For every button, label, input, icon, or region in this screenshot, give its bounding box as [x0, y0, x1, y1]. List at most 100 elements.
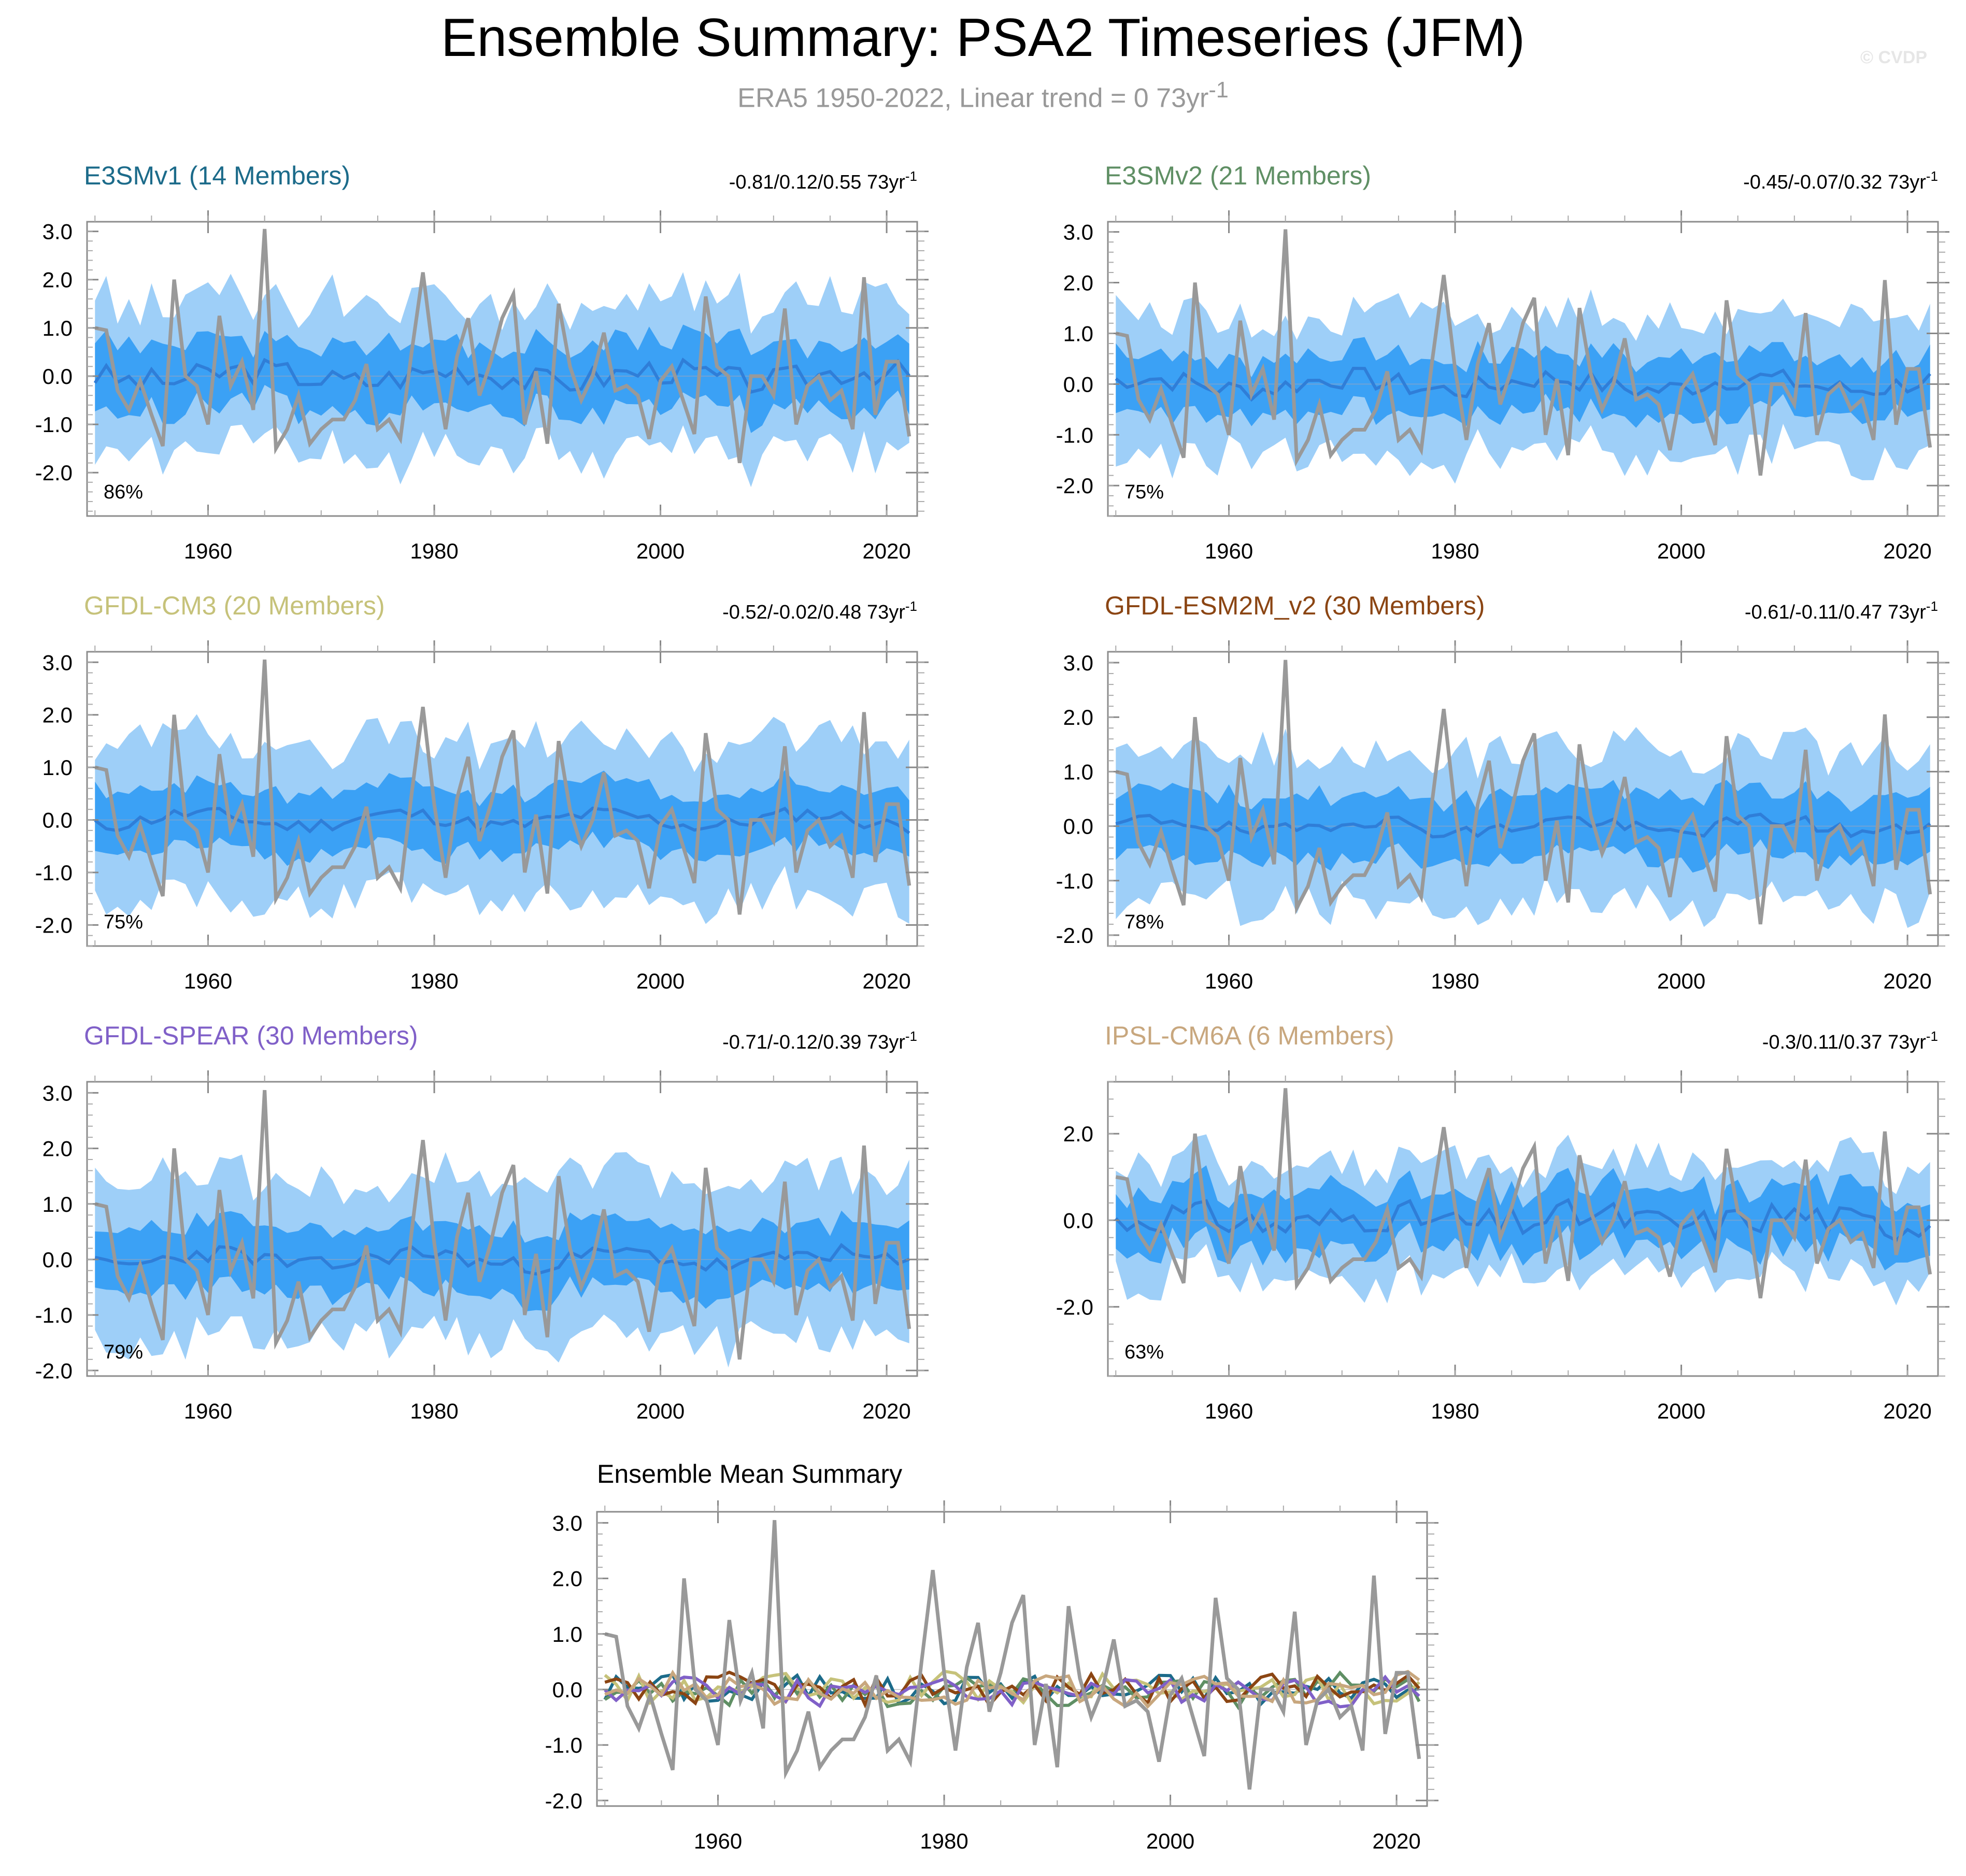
- x-tick-label: 1960: [1205, 539, 1253, 563]
- y-tick-label: 0.0: [1063, 1208, 1093, 1233]
- y-tick-label: 2.0: [42, 268, 73, 292]
- y-tick-label: 2.0: [1063, 705, 1093, 729]
- panel-percent: 75%: [1124, 481, 1164, 503]
- panel-ipsl-cm6a: 2.0 0.0 -2.0 1960 1980 2000 2020 IPSL-CM6A (6 M…: [1056, 1021, 1949, 1423]
- subtitle-text: ERA5 1950-2022, Linear trend = 0 73yr: [737, 83, 1209, 113]
- y-tick-label: 2.0: [1063, 271, 1093, 295]
- panel-title: E3SMv1 (14 Members): [84, 161, 350, 190]
- y-tick-label: 0.0: [552, 1678, 582, 1702]
- y-tick-label: 0.0: [1063, 372, 1093, 396]
- plot-frame: [1107, 1081, 1939, 1377]
- panel-gfdl-cm3: 3.0 2.0 1.0 0.0 -1.0 -2.0 1960 1980 2000 2020 GFDL…: [35, 591, 929, 993]
- x-tick-label: 1960: [694, 1829, 742, 1853]
- figure-subtitle: ERA5 1950-2022, Linear trend = 0 73yr-1: [0, 78, 1966, 113]
- trend-superscript: -1: [905, 598, 917, 614]
- ensemble-mean-line: [1115, 366, 1931, 402]
- observed-line: [1115, 1088, 1932, 1299]
- x-tick-label: 2020: [862, 539, 910, 563]
- y-tick-label: -1.0: [35, 861, 73, 885]
- x-tick-label: 2020: [1372, 1829, 1420, 1853]
- x-tick-label: 2020: [862, 1399, 910, 1423]
- y-tick-label: 1.0: [42, 316, 73, 340]
- x-tick-label: 2000: [1657, 969, 1705, 993]
- panel-title: Ensemble Mean Summary: [597, 1459, 902, 1488]
- panel-percent: 78%: [1124, 911, 1164, 933]
- panel-trend: -0.45/-0.07/0.32 73yr-1: [1743, 168, 1938, 193]
- panel-gfdl-esm2m: 3.0 2.0 1.0 0.0 -1.0 -2.0 1960 1980 2000 2020 GFDL…: [1056, 591, 1949, 993]
- ensemble-mean-line: [94, 1243, 910, 1276]
- x-tick-label: 2000: [636, 969, 685, 993]
- plot-frame: [596, 1511, 1428, 1807]
- trend-superscript: -1: [1926, 598, 1938, 614]
- trend-superscript: -1: [1926, 1028, 1938, 1044]
- trend-superscript: -1: [905, 168, 917, 184]
- x-tick-label: 1960: [184, 1399, 232, 1423]
- y-tick-label: -1.0: [1056, 869, 1093, 893]
- plot-frame: [1107, 651, 1939, 947]
- observed-line: [1115, 229, 1932, 476]
- x-tick-label: 2020: [862, 969, 910, 993]
- y-tick-label: -2.0: [35, 461, 73, 485]
- panel-trend: -0.71/-0.12/0.39 73yr-1: [722, 1028, 917, 1053]
- panel-gfdl-spear: 3.0 2.0 1.0 0.0 -1.0 -2.0 1960 1980 2000 2020 GFDL…: [35, 1021, 929, 1423]
- observed-line: [94, 1090, 911, 1360]
- y-tick-label: -2.0: [35, 1358, 73, 1383]
- y-tick-label: 1.0: [1063, 760, 1093, 784]
- ensemble-mean-line: [94, 806, 910, 835]
- trend-superscript: -1: [1926, 168, 1938, 184]
- x-tick-label: 2020: [1883, 1399, 1931, 1423]
- x-tick-label: 1960: [1205, 1399, 1253, 1423]
- y-tick-label: 0.0: [42, 1248, 73, 1272]
- panel-percent: 75%: [104, 911, 143, 933]
- y-tick-label: 3.0: [42, 1081, 73, 1105]
- panel-trend: -0.81/0.12/0.55 73yr-1: [729, 168, 917, 193]
- x-tick-label: 1960: [1205, 969, 1253, 993]
- y-tick-label: 1.0: [42, 1192, 73, 1216]
- observed-line: [94, 228, 911, 464]
- panel-e3smv2: 3.0 2.0 1.0 0.0 -1.0 -2.0 1960 1980 2000 2020 E3SM…: [1056, 161, 1949, 563]
- panel-title: GFDL-ESM2M_v2 (30 Members): [1105, 591, 1485, 620]
- y-tick-label: 2.0: [42, 1137, 73, 1161]
- y-tick-label: 3.0: [42, 650, 73, 675]
- y-tick-label: -1.0: [545, 1733, 582, 1757]
- observed-line: [94, 659, 911, 915]
- x-tick-label: 2000: [636, 539, 685, 563]
- y-tick-label: -2.0: [1056, 1295, 1093, 1319]
- x-tick-label: 1980: [1431, 969, 1479, 993]
- trend-superscript: -1: [905, 1028, 917, 1044]
- y-tick-label: 3.0: [42, 220, 73, 244]
- observed-line: [604, 1520, 1421, 1790]
- x-tick-label: 1980: [410, 969, 458, 993]
- y-tick-label: 0.0: [42, 808, 73, 833]
- y-tick-label: 2.0: [42, 703, 73, 727]
- y-tick-label: 0.0: [1063, 814, 1093, 839]
- y-tick-label: -1.0: [35, 1303, 73, 1327]
- x-tick-label: 2000: [636, 1399, 685, 1423]
- y-tick-label: -1.0: [35, 412, 73, 437]
- panel-trend: -0.52/-0.02/0.48 73yr-1: [722, 598, 917, 623]
- panel-summary: 3.0 2.0 1.0 0.0 -1.0 -2.0 1960 1980 2000 2020 Ense…: [545, 1459, 1438, 1853]
- y-tick-label: 3.0: [552, 1511, 582, 1535]
- plot-frame: [86, 221, 918, 517]
- subtitle-superscript: -1: [1208, 78, 1229, 103]
- panel-percent: 79%: [104, 1341, 143, 1363]
- panel-trend: -0.61/-0.11/0.47 73yr-1: [1745, 598, 1938, 623]
- y-tick-label: 1.0: [1063, 321, 1093, 346]
- y-tick-label: 2.0: [552, 1567, 582, 1591]
- x-tick-label: 2000: [1146, 1829, 1194, 1853]
- cvdp-credit: © CVDP: [1860, 48, 1927, 67]
- plot-frame: [86, 1081, 918, 1377]
- model-mean-line: [604, 1670, 1420, 1709]
- x-tick-label: 1980: [410, 539, 458, 563]
- x-tick-label: 1980: [410, 1399, 458, 1423]
- y-tick-label: -2.0: [35, 913, 73, 937]
- x-tick-label: 2020: [1883, 539, 1931, 563]
- y-tick-label: -2.0: [1056, 474, 1093, 498]
- x-tick-label: 1980: [920, 1829, 968, 1853]
- ensemble-mean-line: [1115, 1198, 1931, 1242]
- x-tick-label: 1980: [1431, 539, 1479, 563]
- panel-trend: -0.3/0.11/0.37 73yr-1: [1762, 1028, 1938, 1053]
- y-tick-label: -2.0: [1056, 923, 1093, 948]
- y-tick-label: 3.0: [1063, 651, 1093, 675]
